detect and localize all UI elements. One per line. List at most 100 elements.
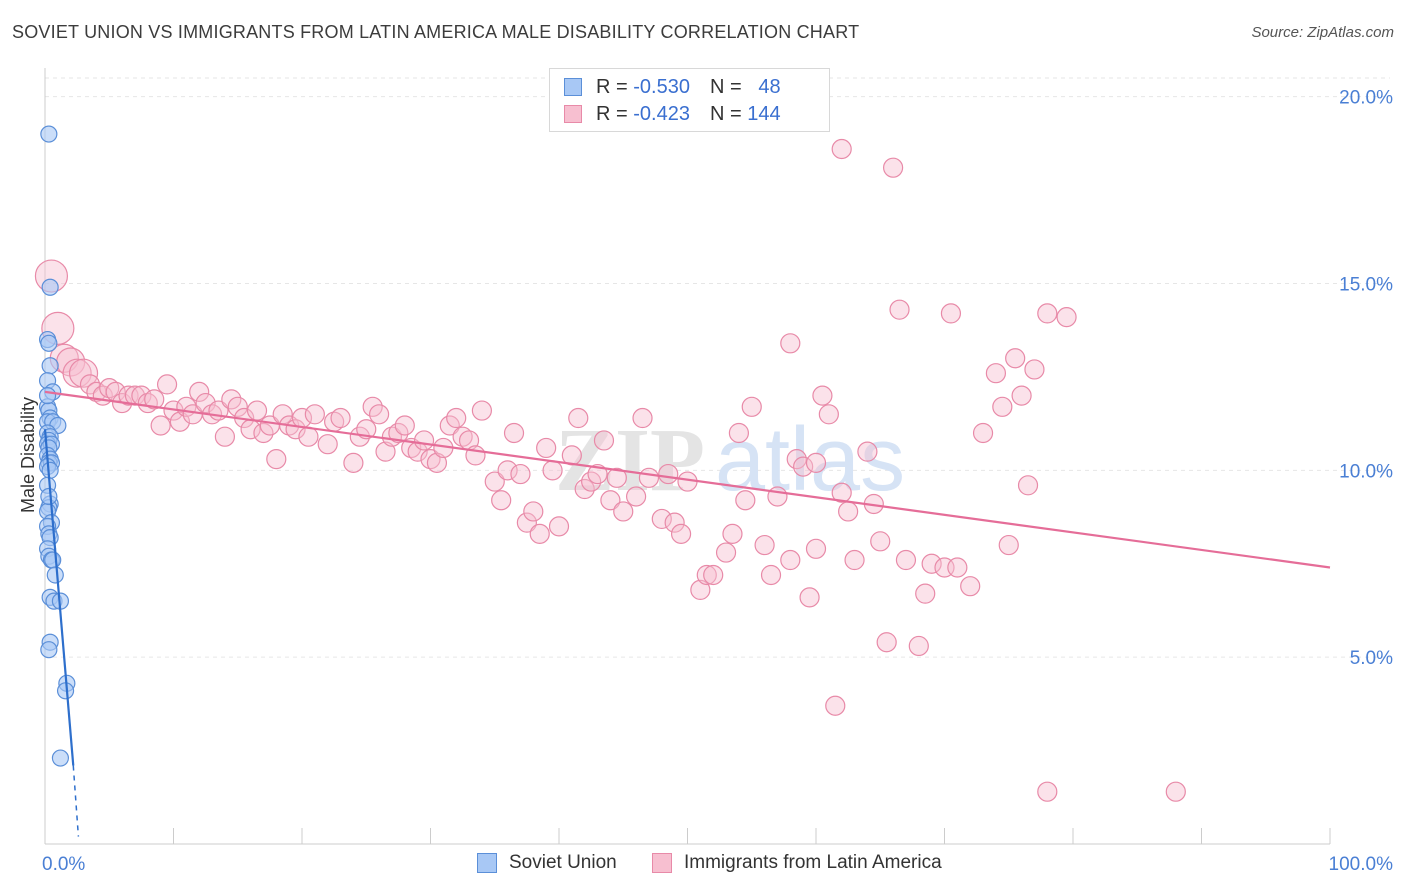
latin-america-point	[189, 381, 210, 402]
latin-america-point	[825, 695, 846, 716]
latin-america-point	[144, 389, 165, 410]
axis-labels: 5.0% 10.0% 15.0% 20.0% 0.0% 100.0% Male Disabi…	[18, 88, 1393, 875]
latin-america-point	[1037, 303, 1058, 324]
latin-america-point	[915, 583, 936, 604]
soviet-union-trend-extension	[72, 765, 80, 837]
latin-america-point	[214, 426, 235, 447]
latin-america-point	[304, 404, 325, 425]
soviet-union-point	[41, 278, 59, 296]
latin-america-point	[375, 441, 396, 462]
n-label: N =	[709, 75, 742, 98]
latin-america-point	[799, 587, 820, 608]
latin-america-point	[420, 449, 441, 470]
latin-america-point	[831, 138, 852, 160]
latin-america-point	[889, 299, 910, 320]
x-tick-label-min: 0.0%	[42, 854, 85, 875]
latin-america-point	[844, 549, 865, 571]
latin-america-point	[651, 508, 672, 530]
latin-america-point	[722, 523, 743, 544]
latin-america-point	[870, 531, 891, 552]
latin-america-point	[593, 430, 615, 451]
x-tick-label-max: 100.0%	[1329, 854, 1394, 875]
latin-america-point	[195, 392, 216, 414]
latin-america-point	[491, 490, 512, 511]
latin-america-point	[992, 396, 1013, 417]
latin-america-point	[625, 486, 647, 507]
latin-america-point	[510, 463, 531, 485]
n-value: 144	[747, 102, 781, 125]
latin-america-point	[831, 482, 852, 503]
latin-america-point	[484, 471, 505, 492]
latin-america-point	[696, 564, 717, 586]
latin-america-point	[735, 490, 756, 511]
latin-america-point	[715, 542, 737, 563]
latin-america-point	[266, 449, 287, 470]
soviet-union-point	[40, 641, 58, 659]
soviet-swatch	[477, 853, 497, 873]
latin-america-point	[587, 463, 608, 485]
latin-america-point	[638, 467, 660, 488]
latin-america-point	[908, 635, 929, 657]
latin-america-point	[812, 385, 833, 406]
latin-america-point	[600, 490, 621, 511]
latin-america-point	[150, 415, 171, 436]
latin-america-point	[503, 422, 525, 444]
y-tick-label: 10.0%	[1339, 461, 1393, 482]
latin-america-point	[1056, 307, 1077, 328]
soviet-union-point	[40, 487, 58, 506]
latin-america-point	[960, 576, 981, 597]
latin-america-point	[613, 501, 634, 522]
latin-america-point	[317, 434, 338, 455]
chart-title: SOVIET UNION VS IMMIGRANTS FROM LATIN AM…	[12, 22, 860, 42]
latin-america-point	[921, 553, 942, 574]
latin-america-point	[876, 632, 897, 653]
latin-america-point	[381, 426, 403, 447]
soviet-union-point	[44, 551, 62, 569]
soviet-union-point	[41, 357, 59, 375]
latin-america-point	[1005, 348, 1026, 369]
latin-america-point	[68, 358, 99, 388]
latin-america-points	[34, 138, 1186, 802]
n-label: N =	[709, 102, 742, 125]
bottom-legend-soviet: Soviet Union	[477, 852, 617, 874]
y-tick-label: 5.0%	[1350, 648, 1393, 669]
latin-america-point	[882, 157, 904, 178]
latin-america-point	[947, 557, 968, 578]
legend-label: Soviet Union	[509, 852, 617, 873]
latin-america-point	[658, 463, 679, 485]
latin-america-point	[426, 452, 448, 473]
latin-america-point	[330, 407, 351, 429]
latin-america-point	[703, 564, 724, 586]
soviet-union-trend-line	[43, 429, 75, 766]
latin-america-point	[1017, 475, 1039, 496]
latin-america-point	[343, 452, 364, 473]
latin-america-point	[394, 415, 415, 436]
latin-swatch	[652, 853, 672, 873]
latin-america-point	[793, 456, 814, 477]
trend-lines	[43, 390, 1331, 837]
latin-america-point	[664, 512, 685, 533]
latin-america-point	[369, 404, 390, 425]
soviet-union-point	[38, 387, 57, 405]
latin-america-point	[972, 422, 994, 444]
latin-america-point	[670, 523, 692, 544]
latin-america-point	[754, 534, 775, 556]
latin-swatch	[564, 105, 582, 123]
latin-america-point	[857, 441, 878, 462]
latin-america-point	[548, 516, 570, 537]
latin-america-point	[99, 378, 120, 399]
latin-america-point	[780, 333, 801, 354]
soviet-union-points	[38, 125, 76, 767]
latin-america-point	[760, 564, 782, 586]
latin-america-point	[413, 430, 435, 451]
latin-america-point	[728, 422, 750, 444]
latin-america-point	[523, 501, 544, 522]
source-label: Source: ZipAtlas.com	[1251, 24, 1394, 41]
soviet-union-point	[40, 125, 58, 143]
latin-america-point	[169, 411, 191, 432]
r-value: -0.530	[633, 75, 690, 98]
latin-america-point	[838, 501, 859, 522]
latin-america-point	[542, 460, 563, 481]
latin-america-trend-line	[44, 390, 1331, 569]
